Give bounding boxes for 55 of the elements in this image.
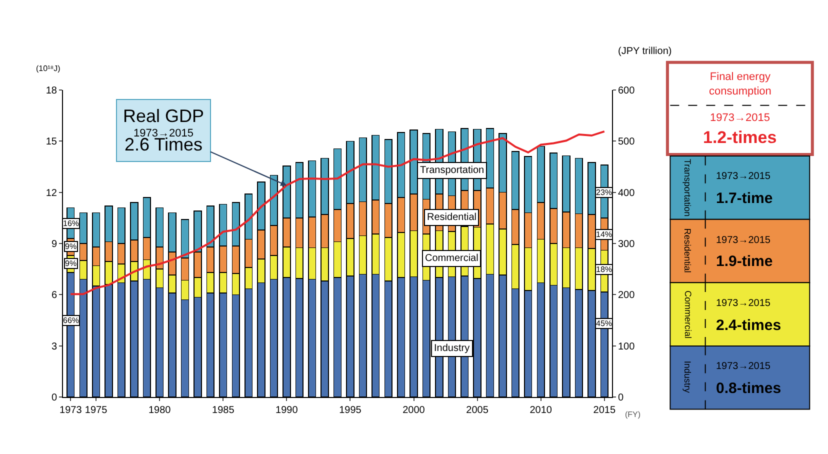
x-tick-label: 2010: [530, 405, 552, 416]
annotation: 9%: [65, 259, 77, 268]
series-label: Transportation: [420, 165, 484, 176]
annotation: 14%: [596, 230, 612, 239]
x-tick-label: 1973: [60, 405, 82, 416]
y-tick-label: 6: [51, 290, 58, 302]
annotation: 45%: [596, 319, 612, 328]
x-tick-label: 1990: [276, 405, 298, 416]
y2-tick-label: 400: [618, 188, 636, 199]
y2-tick-label: 300: [618, 239, 636, 250]
y-tick-label: 3: [51, 341, 58, 352]
text: 0.8-times: [716, 380, 782, 397]
y-tick-label: 9: [51, 239, 58, 250]
y2-tick-label: 600: [618, 86, 636, 96]
y-axis-title: (10¹⁸J): [36, 64, 61, 73]
text: Final energy consumption: [709, 71, 772, 98]
text: Commercial: [683, 290, 694, 339]
y-tick-label: 15: [46, 136, 58, 148]
text: 1.9-time: [716, 253, 773, 270]
y2-axis-title: (JPY trillion): [618, 46, 672, 57]
text: Transportation: [682, 158, 692, 217]
text: 1973→2015: [716, 171, 771, 182]
y2-tick-label: 0: [618, 392, 624, 404]
y2-tick-label: 100: [618, 341, 636, 352]
text: 1.7-time: [716, 190, 773, 207]
x-tick-label: 1985: [212, 405, 235, 416]
y2-tick-label: 500: [618, 136, 636, 148]
series-label: Commercial: [425, 253, 478, 264]
x-tick-label: 1995: [339, 405, 362, 416]
annotation: 23%: [596, 188, 612, 197]
y-tick-label: 12: [46, 188, 58, 199]
annotation: 18%: [596, 265, 612, 274]
text: 1973→2015: [716, 235, 771, 246]
series-label: Industry: [434, 343, 470, 354]
x-tick-label: 1975: [84, 405, 108, 416]
x-tick-label: 2000: [402, 405, 426, 416]
text: 1973→2015: [716, 298, 771, 309]
annotation: Real GDP 1973→2015 2.6 Times: [123, 106, 204, 155]
text: 1.2-times: [703, 128, 777, 147]
text: Residential: [682, 228, 693, 273]
text: 1973→2015: [716, 361, 771, 372]
annotation: 16%: [63, 219, 80, 228]
x-axis-title: (FY): [625, 410, 641, 419]
text: Industry: [682, 360, 692, 394]
x-tick-label: 1980: [148, 405, 172, 416]
y-tick-label: 18: [46, 86, 58, 96]
annotation: 9%: [65, 242, 77, 251]
y2-tick-label: 200: [618, 290, 636, 302]
text: 2.4-times: [716, 317, 782, 334]
series-label: Residential: [427, 212, 476, 223]
y-tick-label: 0: [51, 392, 58, 404]
annotation: 66%: [63, 316, 80, 325]
x-tick-label: 2005: [466, 405, 489, 416]
x-tick-label: 2015: [593, 405, 616, 416]
text: 1973→2015: [710, 112, 770, 124]
